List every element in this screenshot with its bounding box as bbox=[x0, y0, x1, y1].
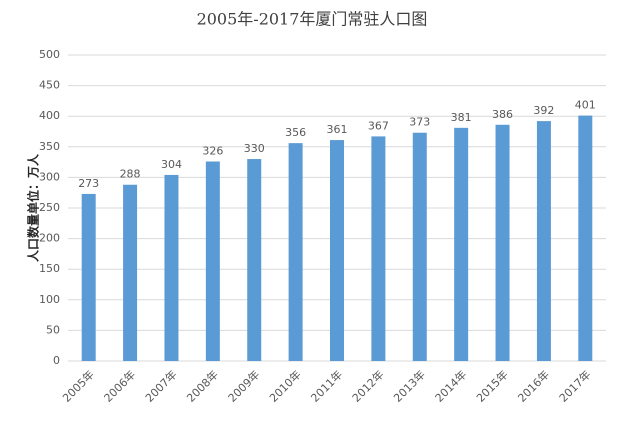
y-tick-label: 400 bbox=[39, 109, 60, 122]
bar bbox=[247, 159, 262, 361]
y-axis-label: 人口数量单位：万人 bbox=[26, 153, 41, 262]
data-label: 356 bbox=[285, 126, 306, 139]
y-tick-label: 450 bbox=[39, 79, 60, 92]
chart-title: 2005年-2017年厦门常驻人口图 bbox=[197, 10, 428, 29]
bar bbox=[288, 143, 303, 361]
y-tick-label: 100 bbox=[39, 293, 60, 306]
y-tick-label: 500 bbox=[39, 48, 60, 61]
y-tick-label: 150 bbox=[39, 262, 60, 275]
bar bbox=[371, 136, 386, 361]
data-label: 288 bbox=[120, 168, 141, 181]
y-tick-label: 250 bbox=[39, 201, 60, 214]
data-label: 392 bbox=[533, 104, 554, 117]
data-label: 361 bbox=[327, 123, 348, 136]
data-label: 367 bbox=[368, 119, 389, 132]
bar bbox=[81, 193, 96, 361]
bar bbox=[495, 124, 510, 361]
data-label: 373 bbox=[409, 116, 430, 129]
data-label: 401 bbox=[575, 99, 596, 112]
bar bbox=[578, 115, 593, 361]
data-label: 273 bbox=[78, 177, 99, 190]
bar bbox=[164, 174, 179, 361]
y-tick-label: 350 bbox=[39, 140, 60, 153]
bar bbox=[205, 161, 220, 361]
data-label: 326 bbox=[202, 144, 223, 157]
bar bbox=[536, 121, 551, 361]
y-tick-label: 50 bbox=[46, 323, 60, 336]
bar bbox=[330, 140, 344, 361]
data-label: 381 bbox=[451, 111, 472, 124]
data-label: 330 bbox=[244, 142, 265, 155]
data-label: 386 bbox=[492, 108, 513, 121]
bar bbox=[123, 184, 138, 361]
bar bbox=[454, 127, 469, 361]
y-tick-label: 0 bbox=[53, 354, 60, 367]
bar bbox=[412, 132, 427, 361]
y-tick-label: 200 bbox=[39, 232, 60, 245]
y-tick-label: 300 bbox=[39, 170, 60, 183]
data-label: 304 bbox=[161, 158, 182, 171]
